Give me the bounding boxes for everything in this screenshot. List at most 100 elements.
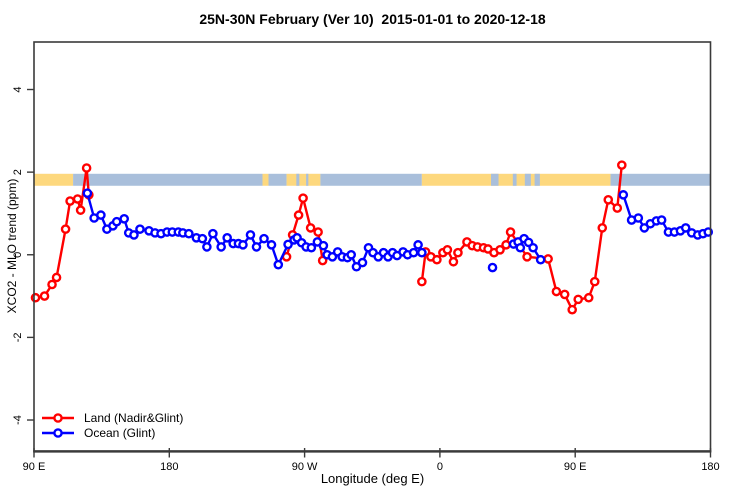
data-point-marker xyxy=(306,242,317,253)
data-point-marker xyxy=(346,249,357,260)
data-point-marker xyxy=(680,223,691,233)
data-point-marker xyxy=(417,276,427,287)
data-point-marker xyxy=(589,276,600,287)
data-point-marker xyxy=(111,216,122,227)
data-point-marker xyxy=(408,247,419,258)
band-segment-ocean xyxy=(610,173,711,186)
data-point-marker xyxy=(442,245,453,255)
y-tick-label: 2 xyxy=(12,169,24,175)
data-point-marker xyxy=(251,242,262,252)
data-point-marker xyxy=(82,188,93,199)
data-point-marker xyxy=(305,223,316,233)
ocean-series xyxy=(82,188,714,273)
data-point-marker xyxy=(505,227,516,237)
chart-title: 25N-30N February (Ver 10) 2015-01-01 to … xyxy=(199,11,546,27)
legend-label-ocean: Ocean (Glint) xyxy=(84,425,156,440)
series-line xyxy=(34,166,91,299)
data-point-marker xyxy=(313,227,323,237)
data-point-marker xyxy=(129,230,139,240)
data-point-marker xyxy=(39,291,50,301)
data-point-marker xyxy=(75,205,86,215)
data-point-marker xyxy=(617,160,627,170)
data-point-marker xyxy=(293,210,304,220)
x-tick-label: 180 xyxy=(701,461,719,473)
data-point-marker xyxy=(495,245,505,255)
data-point-marker xyxy=(413,240,423,250)
data-point-marker xyxy=(573,294,584,305)
x-tick-label: 90 W xyxy=(292,461,318,473)
data-point-marker xyxy=(612,203,623,213)
x-tick-label: 90 E xyxy=(23,461,46,473)
data-point-marker xyxy=(184,228,194,239)
band-segment-land xyxy=(286,173,321,186)
x-tick-label: 0 xyxy=(437,461,443,473)
legend-label-land: Land (Nadir&Glint) xyxy=(84,410,184,425)
surface-band xyxy=(34,173,711,186)
data-point-marker xyxy=(453,247,463,258)
legend-item-land: Land (Nadir&Glint) xyxy=(40,410,183,425)
legend-item-ocean: Ocean (Glint) xyxy=(40,425,183,440)
x-tick-label: 180 xyxy=(160,461,178,473)
data-point-marker xyxy=(283,239,293,250)
data-point-marker xyxy=(208,228,218,239)
data-point-marker xyxy=(72,194,83,204)
data-point-marker xyxy=(259,233,269,244)
data-point-marker xyxy=(318,240,329,251)
y-tick-label: -4 xyxy=(12,415,24,425)
data-point-marker xyxy=(432,254,442,265)
data-point-marker xyxy=(357,257,368,268)
y-tick-label: -2 xyxy=(12,332,24,342)
data-point-marker xyxy=(119,214,129,224)
data-point-marker xyxy=(96,210,106,220)
data-point-marker xyxy=(222,233,232,243)
data-point-marker xyxy=(583,292,594,303)
y-tick-label: 0 xyxy=(12,252,24,258)
data-point-marker xyxy=(60,224,71,234)
band-segment-ocean xyxy=(491,173,499,186)
data-point-marker xyxy=(238,240,248,250)
data-point-marker xyxy=(51,272,62,283)
data-point-marker xyxy=(501,240,511,250)
x-axis-label: Longitude (deg E) xyxy=(320,471,425,486)
band-segment-land xyxy=(262,173,269,186)
data-point-marker xyxy=(273,259,284,270)
data-point-marker xyxy=(551,286,562,297)
band-segment-ocean xyxy=(512,173,517,186)
band-segment-ocean xyxy=(320,173,422,186)
y-tick-label: 4 xyxy=(12,86,24,92)
data-point-marker xyxy=(633,213,644,223)
band-segment-ocean xyxy=(534,173,540,186)
data-point-marker xyxy=(618,190,629,200)
data-point-marker xyxy=(603,195,614,205)
data-point-marker xyxy=(81,163,92,173)
data-point-marker xyxy=(417,247,427,258)
data-point-marker xyxy=(597,223,608,233)
data-point-marker xyxy=(535,254,546,265)
x-axis: 90 E 180 90 W 0 90 E 180 xyxy=(23,448,720,473)
data-point-marker xyxy=(543,254,553,264)
ocean-series-swatch-icon xyxy=(42,427,74,438)
data-point-marker xyxy=(298,193,308,203)
land-series-swatch-icon xyxy=(42,412,74,423)
data-point-marker xyxy=(266,240,277,250)
data-point-marker xyxy=(245,230,256,240)
band-segment-ocean xyxy=(73,173,263,186)
data-point-marker xyxy=(47,279,57,290)
data-point-marker xyxy=(567,304,577,315)
band-segment-ocean xyxy=(524,173,531,186)
data-point-marker xyxy=(522,252,532,262)
data-point-marker xyxy=(656,215,667,225)
data-point-marker xyxy=(202,242,212,252)
x-tick-label: 90 E xyxy=(564,461,587,473)
band-segment-ocean xyxy=(296,173,300,186)
data-point-marker xyxy=(65,196,75,206)
data-point-marker xyxy=(559,289,570,300)
data-point-marker xyxy=(197,233,208,244)
band-segment-ocean xyxy=(306,173,309,186)
band-segment-land xyxy=(34,173,74,186)
data-point-marker xyxy=(515,242,526,253)
data-point-marker xyxy=(216,242,226,252)
legend: Land (Nadir&Glint) Ocean (Glint) xyxy=(40,410,183,440)
data-point-marker xyxy=(448,256,459,267)
